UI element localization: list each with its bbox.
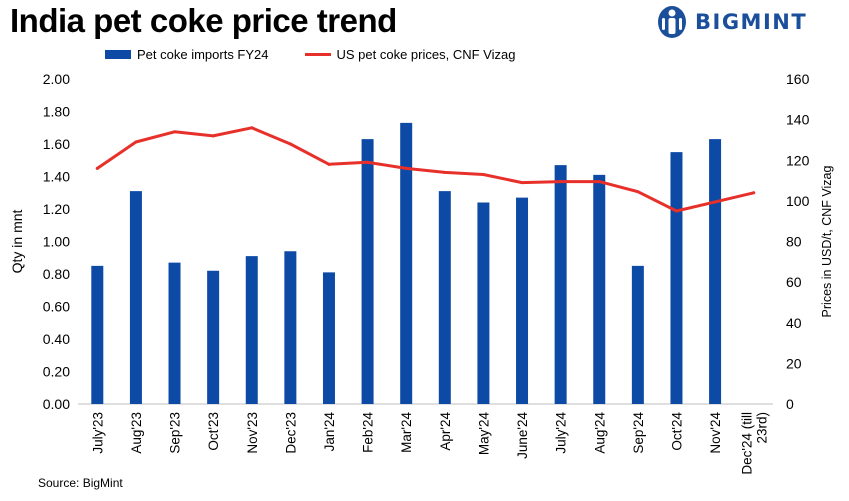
price-point-18 <box>752 191 756 195</box>
bar-4 <box>207 270 220 404</box>
y-tick-label: 0.80 <box>43 266 70 282</box>
y2-tick-label: 80 <box>786 234 802 250</box>
x-tick-label: July'24 <box>554 412 569 454</box>
bar-9 <box>400 122 413 404</box>
legend: Pet coke imports FY24 US pet coke prices… <box>105 47 515 62</box>
price-point-16 <box>674 209 678 213</box>
y-tick-label: 1.20 <box>43 201 70 217</box>
bar-12 <box>516 197 529 404</box>
x-tick-label: Feb'24 <box>361 412 376 453</box>
x-tick-label: Sep'24 <box>631 412 646 454</box>
bar-7 <box>322 272 335 404</box>
bar-13 <box>554 165 567 404</box>
x-tick-label: Oct'24 <box>669 412 684 451</box>
x-tick-label: May'24 <box>476 412 491 456</box>
bar-16 <box>670 152 683 404</box>
price-point-6 <box>288 142 292 146</box>
legend-bar-label: Pet coke imports FY24 <box>137 47 269 62</box>
bar-15 <box>631 265 644 404</box>
x-tick-label: Oct'23 <box>206 412 221 451</box>
bigmint-logo-icon <box>658 6 686 38</box>
y2-tick-label: 40 <box>786 315 802 331</box>
x-tick-label: July'23 <box>90 412 105 454</box>
x-tick-label: Aug'24 <box>592 412 607 454</box>
y-tick-label: 0.40 <box>43 331 70 347</box>
y-tick-label: 1.80 <box>43 104 70 120</box>
price-point-11 <box>481 172 485 176</box>
legend-line-swatch <box>304 53 331 56</box>
price-point-3 <box>173 130 177 134</box>
bigmint-logo-text: BIGMINT <box>695 10 808 34</box>
price-point-5 <box>250 126 254 130</box>
bar-1 <box>91 265 104 404</box>
price-point-12 <box>520 181 524 185</box>
y2-axis-title: Prices in USD/t, CNF Vizag <box>820 166 834 318</box>
y-tick-label: 0.60 <box>43 299 70 315</box>
legend-bar-swatch <box>105 50 131 59</box>
x-tick-label: Sep'23 <box>168 412 183 454</box>
x-tick-label: Dec'23 <box>283 412 298 454</box>
price-point-1 <box>95 166 99 170</box>
x-tick-label: Jan'24 <box>322 412 337 452</box>
bar-6 <box>284 251 297 404</box>
y2-tick-label: 140 <box>786 112 810 128</box>
legend-line-label: US pet coke prices, CNF Vizag <box>336 47 516 62</box>
bar-17 <box>709 139 722 404</box>
y-axis-title: Qty in mnt <box>9 209 25 273</box>
y2-tick-label: 120 <box>786 152 810 168</box>
bar-3 <box>168 262 181 404</box>
bar-5 <box>245 256 258 404</box>
bar-11 <box>477 202 490 404</box>
price-point-15 <box>636 190 640 194</box>
bigmint-logo: BIGMINT <box>655 4 807 40</box>
x-tick-label: Aug'23 <box>129 412 144 454</box>
price-point-14 <box>597 180 601 184</box>
price-point-4 <box>211 134 215 138</box>
x-tick-label: Dec'24 (till23rd) <box>740 412 770 475</box>
y2-tick-label: 0 <box>786 396 794 412</box>
price-point-2 <box>134 140 138 144</box>
y-tick-label: 0.00 <box>43 396 70 412</box>
bar-14 <box>593 174 606 404</box>
price-point-13 <box>559 180 563 184</box>
y2-tick-label: 100 <box>786 193 810 209</box>
y-tick-label: 0.20 <box>43 364 70 380</box>
y2-tick-label: 60 <box>786 274 802 290</box>
price-line <box>95 126 756 213</box>
x-tick-label: Nov'24 <box>708 412 723 454</box>
y-tick-label: 1.60 <box>43 136 70 152</box>
source-note: Source: BigMint <box>38 476 123 490</box>
bar-10 <box>438 191 451 404</box>
y-tick-label: 2.00 <box>43 71 70 87</box>
bar-2 <box>129 191 142 404</box>
y-tick-label: 1.00 <box>43 234 70 250</box>
y2-tick-label: 20 <box>786 355 802 371</box>
y-tick-label: 1.40 <box>43 169 70 185</box>
price-point-9 <box>404 166 408 170</box>
x-tick-label: June'24 <box>515 412 530 459</box>
chart-title: India pet coke price trend <box>10 2 397 39</box>
price-point-8 <box>366 160 370 164</box>
price-point-17 <box>713 200 717 204</box>
price-point-10 <box>443 170 447 174</box>
x-tick-label: Mar'24 <box>399 412 414 453</box>
x-tick-label: Apr'24 <box>438 412 453 451</box>
price-point-7 <box>327 162 331 166</box>
bar-8 <box>361 139 374 404</box>
y2-tick-label: 160 <box>786 71 810 87</box>
x-tick-label: Nov'23 <box>245 412 260 454</box>
